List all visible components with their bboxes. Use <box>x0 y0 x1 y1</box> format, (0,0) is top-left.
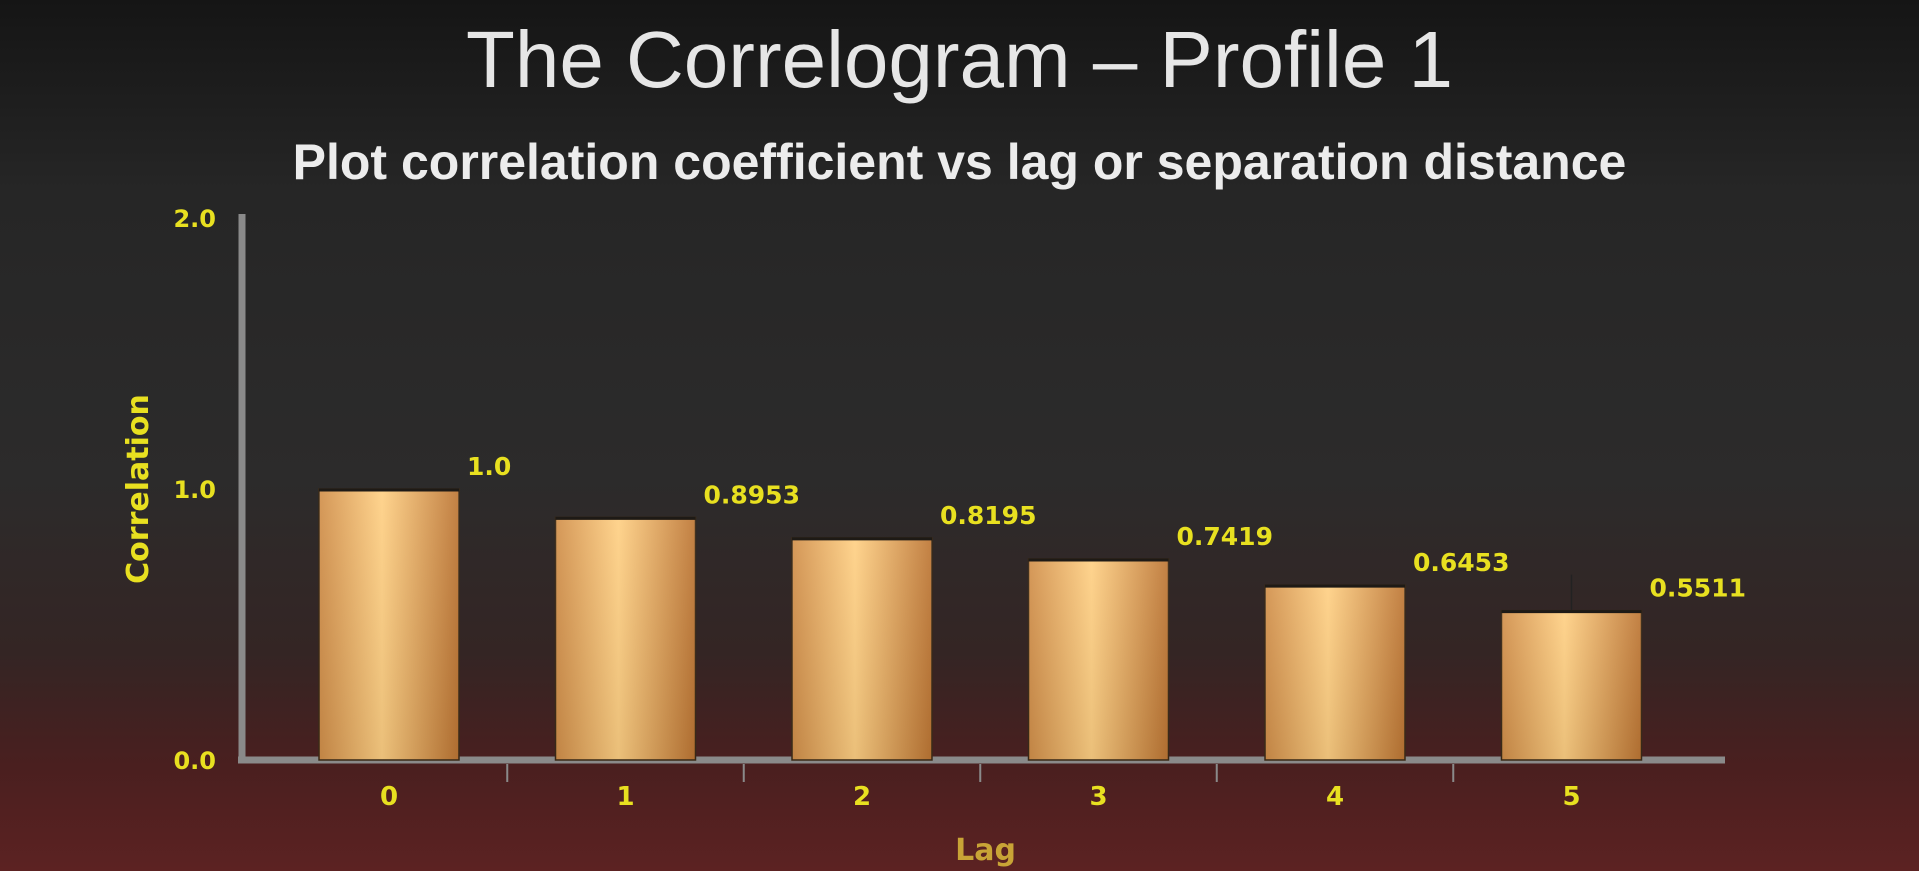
bars <box>318 488 1643 761</box>
axes <box>238 214 1725 782</box>
data-label: 0.7419 <box>1177 522 1273 551</box>
bar-shade <box>1028 558 1169 760</box>
slide-title: The Correlogram – Profile 1 <box>465 15 1454 104</box>
bar-shade <box>319 489 459 760</box>
x-tick-label: 4 <box>1326 782 1344 812</box>
data-label: 0.8953 <box>704 480 800 509</box>
x-axis-title: Lag <box>955 833 1016 868</box>
slide-subtitle: Plot correlation coefficient vs lag or s… <box>292 134 1627 190</box>
y-tick-label: 2.0 <box>173 205 216 233</box>
data-label: 0.6453 <box>1413 548 1509 577</box>
bar-shade <box>792 537 932 760</box>
x-tick-label: 5 <box>1562 782 1580 812</box>
data-label: 1.0 <box>467 452 511 481</box>
data-label: 0.5511 <box>1650 574 1746 603</box>
x-tick-label: 2 <box>853 782 871 812</box>
y-axis-title: Correlation <box>121 394 156 584</box>
x-tick-label: 3 <box>1089 782 1107 812</box>
x-tick-label: 1 <box>616 782 634 812</box>
bar-shade <box>555 517 696 760</box>
y-tick-label: 1.0 <box>173 476 216 504</box>
labels: 0.0 1.0 2.0 1.0 0 0.8953 1 0.8195 2 0.7419 3 0.6453… <box>121 205 1746 868</box>
bar-shade <box>1265 585 1405 760</box>
y-tick-label: 0.0 <box>173 747 216 775</box>
data-label: 0.8195 <box>940 501 1036 530</box>
bar-shade <box>1501 610 1642 760</box>
x-tick-label: 0 <box>380 782 398 812</box>
